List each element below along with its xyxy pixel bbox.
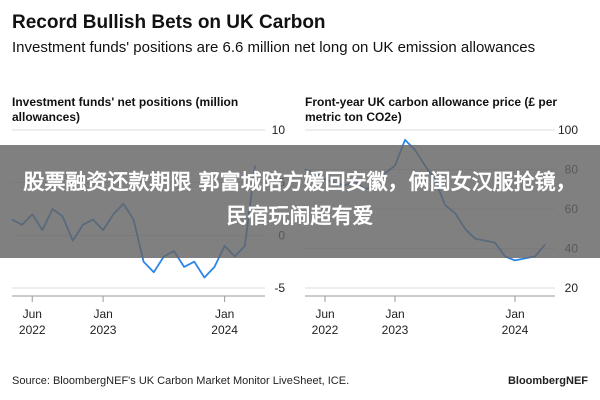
right-ytick-label: 20 [565, 281, 579, 295]
right-xtick-label: 2024 [502, 323, 529, 337]
right-xtick-label: Jan [385, 307, 404, 321]
right-data-point [524, 257, 526, 259]
left-xtick-label: Jan [93, 307, 112, 321]
page-title: Record Bullish Bets on UK Carbon [12, 12, 326, 33]
left-xtick-label: 2023 [90, 323, 117, 337]
left-data-point [153, 271, 155, 273]
left-ytick-label: -5 [274, 281, 285, 295]
left-xtick-label: Jun [23, 307, 42, 321]
left-xtick-label: 2022 [19, 323, 46, 337]
left-chart-title: Investment funds' net positions (million… [12, 95, 239, 124]
right-xtick-label: 2023 [382, 323, 409, 337]
right-data-point [404, 139, 406, 141]
right-data-point [514, 259, 516, 261]
left-data-point [183, 266, 185, 268]
right-xtick-label: Jan [505, 307, 524, 321]
left-xtick-label: Jan [215, 307, 234, 321]
right-chart-title: Front-year UK carbon allowance price (£ … [305, 95, 558, 124]
left-data-point [193, 261, 195, 263]
page-subtitle: Investment funds' positions are 6.6 mill… [12, 39, 536, 56]
left-ytick-label: 10 [272, 123, 286, 137]
source-note: Source: BloombergNEF's UK Carbon Market … [12, 375, 350, 387]
right-ytick-label: 100 [558, 123, 578, 137]
overlay-text: 股票融资还款期限 郭富城陪方媛回安徽，俩闺女汉服抢镜，民宿玩闹超有爱 [23, 170, 577, 228]
left-data-point [143, 261, 145, 263]
brand-logo: BloombergNEF [507, 375, 588, 387]
left-xtick-label: 2024 [211, 323, 238, 337]
left-data-point [203, 276, 205, 279]
overlay-banner: 股票融资还款期限 郭富城陪方媛回安徽，俩闺女汉服抢镜，民宿玩闹超有爱 [0, 145, 600, 258]
right-xtick-label: 2022 [312, 323, 339, 337]
right-xtick-label: Jun [315, 307, 334, 321]
left-data-point [213, 266, 216, 268]
